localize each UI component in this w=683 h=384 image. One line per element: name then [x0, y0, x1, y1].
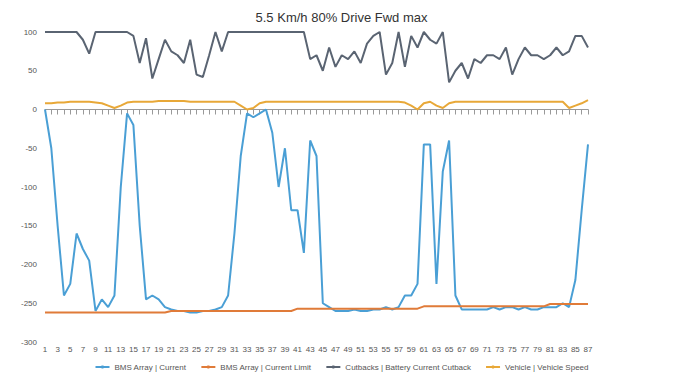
svg-text:65: 65	[445, 345, 454, 354]
svg-text:7: 7	[81, 345, 86, 354]
svg-text:5.5 Km/h 80% Drive Fwd max: 5.5 Km/h 80% Drive Fwd max	[256, 10, 428, 25]
svg-text:-200: -200	[21, 260, 38, 269]
svg-text:69: 69	[470, 345, 479, 354]
svg-text:17: 17	[142, 345, 151, 354]
svg-text:-100: -100	[21, 183, 38, 192]
svg-text:29: 29	[217, 345, 226, 354]
svg-text:51: 51	[356, 345, 365, 354]
svg-text:23: 23	[179, 345, 188, 354]
svg-text:Vehicle | Vehicle Speed: Vehicle | Vehicle Speed	[505, 363, 588, 372]
svg-text:-300: -300	[21, 338, 38, 347]
svg-text:Cutbacks | Battery Current Cut: Cutbacks | Battery Current Cutback	[345, 363, 472, 372]
svg-text:-250: -250	[21, 299, 38, 308]
svg-text:77: 77	[520, 345, 529, 354]
svg-text:27: 27	[205, 345, 214, 354]
svg-text:50: 50	[28, 66, 37, 75]
svg-text:100: 100	[24, 28, 38, 37]
svg-text:-50: -50	[25, 144, 37, 153]
svg-text:61: 61	[419, 345, 428, 354]
svg-text:67: 67	[457, 345, 466, 354]
svg-text:33: 33	[243, 345, 252, 354]
svg-text:1: 1	[43, 345, 48, 354]
svg-text:57: 57	[394, 345, 403, 354]
svg-text:21: 21	[167, 345, 176, 354]
svg-text:75: 75	[508, 345, 517, 354]
svg-text:47: 47	[331, 345, 340, 354]
svg-text:59: 59	[407, 345, 416, 354]
svg-text:43: 43	[306, 345, 315, 354]
svg-text:BMS Array | Current Limit: BMS Array | Current Limit	[220, 363, 311, 372]
svg-text:15: 15	[129, 345, 138, 354]
svg-text:83: 83	[558, 345, 567, 354]
svg-text:53: 53	[369, 345, 378, 354]
svg-text:71: 71	[483, 345, 492, 354]
svg-text:45: 45	[318, 345, 327, 354]
svg-text:9: 9	[93, 345, 98, 354]
svg-text:3: 3	[55, 345, 60, 354]
svg-text:49: 49	[344, 345, 353, 354]
svg-text:13: 13	[116, 345, 125, 354]
svg-text:55: 55	[382, 345, 391, 354]
svg-text:37: 37	[268, 345, 277, 354]
svg-text:11: 11	[104, 345, 113, 354]
svg-text:0: 0	[33, 105, 38, 114]
svg-text:19: 19	[154, 345, 163, 354]
svg-text:39: 39	[280, 345, 289, 354]
svg-text:31: 31	[230, 345, 239, 354]
svg-text:41: 41	[293, 345, 302, 354]
svg-text:85: 85	[571, 345, 580, 354]
svg-text:81: 81	[546, 345, 555, 354]
svg-text:35: 35	[255, 345, 264, 354]
svg-text:63: 63	[432, 345, 441, 354]
svg-text:-150: -150	[21, 221, 38, 230]
svg-text:5: 5	[68, 345, 73, 354]
svg-text:73: 73	[495, 345, 504, 354]
svg-text:87: 87	[584, 345, 593, 354]
svg-text:BMS Array | Current: BMS Array | Current	[114, 363, 186, 372]
svg-text:25: 25	[192, 345, 201, 354]
svg-text:79: 79	[533, 345, 542, 354]
